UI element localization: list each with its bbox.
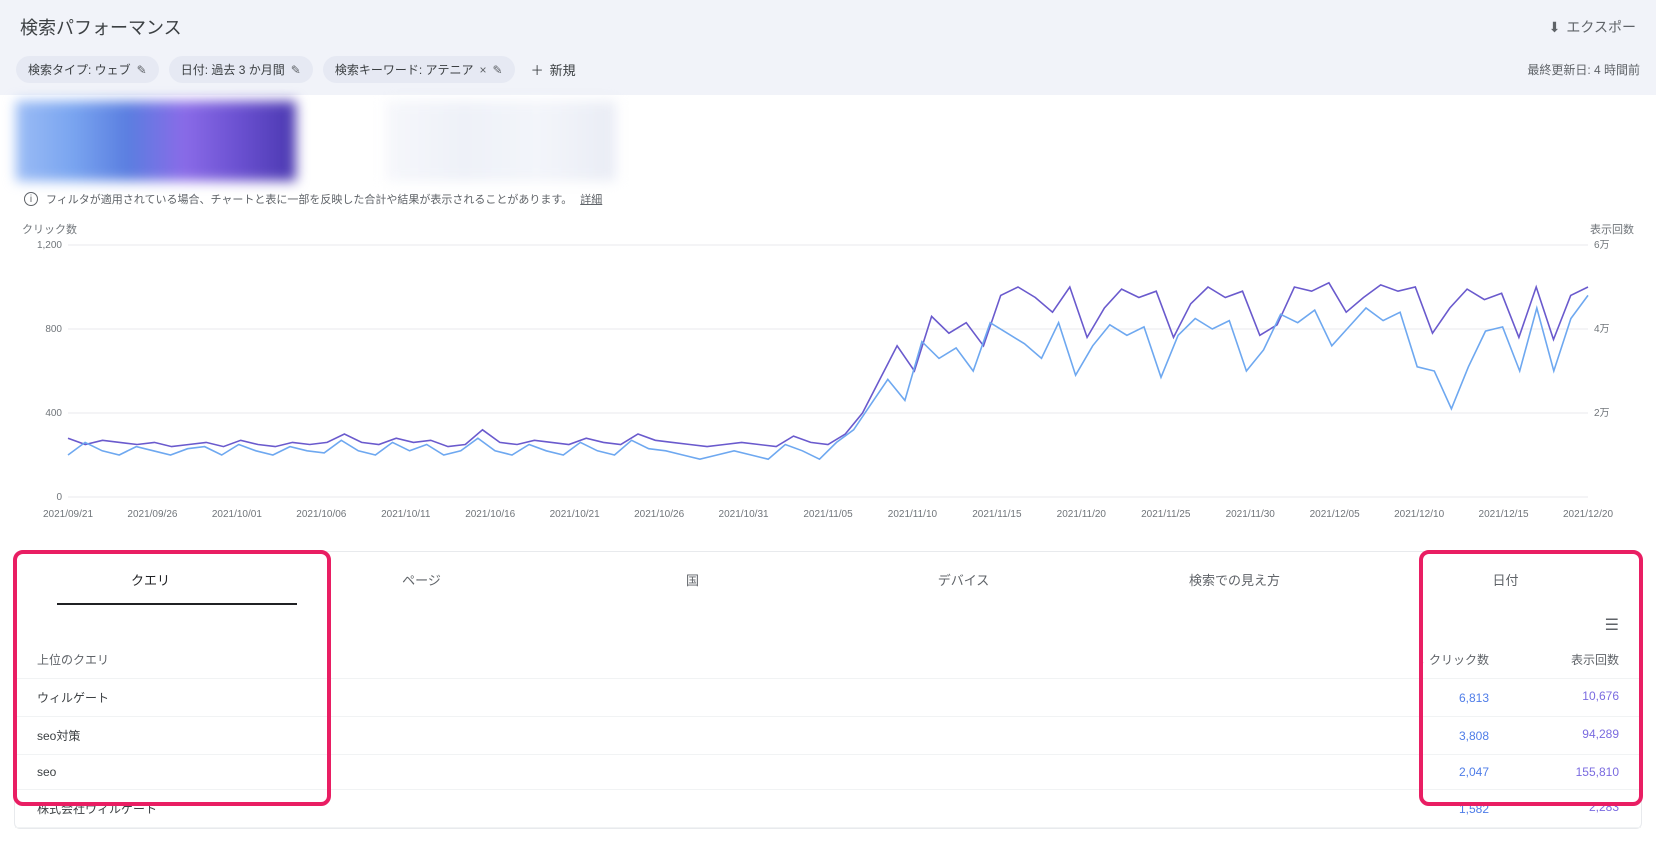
svg-text:2021/10/26: 2021/10/26 xyxy=(634,509,684,520)
svg-text:2021/12/05: 2021/12/05 xyxy=(1310,509,1360,520)
cell-query: seo xyxy=(37,765,1359,779)
tab-0[interactable]: クエリ xyxy=(15,552,286,603)
col-header-impressions[interactable]: 表示回数 xyxy=(1489,651,1619,668)
svg-text:6万: 6万 xyxy=(1594,240,1610,251)
close-icon[interactable]: × xyxy=(479,63,486,77)
svg-text:2021/12/15: 2021/12/15 xyxy=(1479,509,1529,520)
svg-text:2021/10/06: 2021/10/06 xyxy=(296,509,346,520)
svg-text:2021/10/01: 2021/10/01 xyxy=(212,509,262,520)
svg-text:4万: 4万 xyxy=(1594,324,1610,335)
filter-icon[interactable]: ☰ xyxy=(1605,615,1619,635)
chip-date[interactable]: 日付: 過去 3 か月間 ✎ xyxy=(169,56,313,83)
cell-clicks: 6,813 xyxy=(1359,689,1489,706)
svg-text:2021/09/21: 2021/09/21 xyxy=(43,509,93,520)
svg-text:2万: 2万 xyxy=(1594,408,1610,419)
last-updated: 最終更新日: 4 時間前 xyxy=(1527,61,1640,78)
cell-query: ウィルゲート xyxy=(37,689,1359,706)
table-row[interactable]: seo対策3,80894,289 xyxy=(15,717,1641,755)
edit-icon: ✎ xyxy=(493,63,503,77)
sort-desc-icon: ↓ xyxy=(1419,653,1425,667)
cell-impressions: 155,810 xyxy=(1489,765,1619,779)
page-title: 検索パフォーマンス xyxy=(20,14,182,40)
export-button[interactable]: ⬇ エクスポー xyxy=(1549,17,1636,37)
performance-chart: 0 400 800 1,200 2万 4万 6万 2021/09/21 2021/09/26 20… xyxy=(20,237,1636,527)
svg-text:2021/11/15: 2021/11/15 xyxy=(972,509,1022,520)
svg-text:1,200: 1,200 xyxy=(37,240,62,251)
cell-impressions: 94,289 xyxy=(1489,727,1619,744)
svg-text:2021/11/20: 2021/11/20 xyxy=(1057,509,1107,520)
svg-text:2021/11/25: 2021/11/25 xyxy=(1141,509,1191,520)
svg-text:0: 0 xyxy=(56,492,62,503)
edit-icon: ✎ xyxy=(137,63,147,77)
left-axis-title: クリック数 xyxy=(22,221,77,237)
cell-clicks: 1,582 xyxy=(1359,800,1489,817)
svg-text:2021/10/16: 2021/10/16 xyxy=(465,509,515,520)
table-row[interactable]: ウィルゲート6,81310,676 xyxy=(15,679,1641,717)
cell-query: seo対策 xyxy=(37,727,1359,744)
chip-query[interactable]: 検索キーワード: アテニア × ✎ xyxy=(323,56,515,83)
add-filter-button[interactable]: ＋ 新規 xyxy=(525,60,576,79)
tab-1[interactable]: ページ xyxy=(286,552,557,603)
svg-text:2021/11/05: 2021/11/05 xyxy=(803,509,853,520)
plus-icon: ＋ xyxy=(531,60,544,79)
svg-text:800: 800 xyxy=(45,324,62,335)
metric-cards-redacted xyxy=(0,95,1656,181)
table-row[interactable]: 株式会社ウィルゲート1,5822,283 xyxy=(15,790,1641,828)
cell-clicks: 3,808 xyxy=(1359,727,1489,744)
edit-icon: ✎ xyxy=(291,63,301,77)
chip-search-type[interactable]: 検索タイプ: ウェブ ✎ xyxy=(16,56,159,83)
svg-text:2021/10/11: 2021/10/11 xyxy=(381,509,431,520)
info-icon: i xyxy=(24,192,38,206)
cell-impressions: 2,283 xyxy=(1489,800,1619,817)
notice-details-link[interactable]: 詳細 xyxy=(580,191,602,207)
chip-query-label: 検索キーワード: アテニア xyxy=(335,61,474,78)
col-header-clicks[interactable]: ↓ クリック数 xyxy=(1359,651,1489,668)
tab-3[interactable]: デバイス xyxy=(828,552,1099,603)
cell-impressions: 10,676 xyxy=(1489,689,1619,706)
tab-5[interactable]: 日付 xyxy=(1370,552,1641,603)
col-header-query: 上位のクエリ xyxy=(37,651,1359,668)
svg-text:2021/11/30: 2021/11/30 xyxy=(1226,509,1276,520)
svg-text:2021/12/20: 2021/12/20 xyxy=(1563,509,1613,520)
svg-text:2021/10/31: 2021/10/31 xyxy=(719,509,769,520)
export-label: エクスポー xyxy=(1566,17,1636,37)
table-row[interactable]: seo2,047155,810 xyxy=(15,755,1641,790)
cell-clicks: 2,047 xyxy=(1359,765,1489,779)
svg-text:400: 400 xyxy=(45,408,62,419)
cell-query: 株式会社ウィルゲート xyxy=(37,800,1359,817)
svg-text:2021/12/10: 2021/12/10 xyxy=(1394,509,1444,520)
chip-date-label: 日付: 過去 3 か月間 xyxy=(181,61,285,78)
notice-text: フィルタが適用されている場合、チャートと表に一部を反映した合計や結果が表示される… xyxy=(46,191,572,207)
chip-search-type-label: 検索タイプ: ウェブ xyxy=(28,61,131,78)
tab-2[interactable]: 国 xyxy=(557,552,828,603)
download-icon: ⬇ xyxy=(1549,19,1561,36)
add-filter-label: 新規 xyxy=(550,60,576,79)
tab-4[interactable]: 検索での見え方 xyxy=(1099,552,1370,603)
svg-text:2021/10/21: 2021/10/21 xyxy=(550,509,600,520)
svg-text:2021/09/26: 2021/09/26 xyxy=(127,509,177,520)
svg-text:2021/11/10: 2021/11/10 xyxy=(888,509,938,520)
right-axis-title: 表示回数 xyxy=(1590,221,1634,237)
